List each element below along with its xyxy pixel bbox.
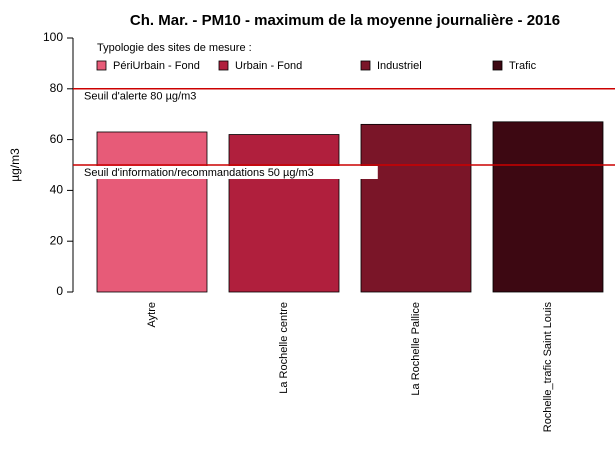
legend-label: Urbain - Fond bbox=[235, 60, 302, 72]
x-tick-label: La Rochelle Pallice bbox=[410, 302, 422, 396]
y-axis-label: µg/m3 bbox=[8, 148, 22, 182]
y-tick-label: 40 bbox=[50, 183, 64, 197]
y-tick-label: 80 bbox=[50, 81, 64, 95]
bar bbox=[492, 121, 604, 293]
legend-label: Industriel bbox=[377, 60, 422, 72]
legend-swatch bbox=[218, 60, 229, 71]
bar bbox=[96, 131, 208, 293]
legend-swatch bbox=[360, 60, 371, 71]
chart-title: Ch. Mar. - PM10 - maximum de la moyenne … bbox=[130, 12, 560, 29]
y-tick-label: 60 bbox=[50, 132, 64, 146]
reference-label-bg bbox=[82, 166, 378, 179]
legend-swatch bbox=[96, 60, 107, 71]
y-tick-label: 20 bbox=[50, 233, 64, 247]
bar bbox=[360, 123, 472, 293]
y-tick-label: 100 bbox=[43, 30, 63, 44]
reference-label: Seuil d'alerte 80 µg/m3 bbox=[84, 91, 196, 103]
legend-title: Typologie des sites de mesure : bbox=[97, 42, 252, 54]
x-tick-label: Aytre bbox=[146, 302, 158, 327]
legend-swatch bbox=[492, 60, 503, 71]
x-tick-label: La Rochelle centre bbox=[278, 302, 290, 394]
x-tick-label: Rochelle_trafic Saint Louis bbox=[542, 302, 554, 433]
reference-label: Seuil d'information/recommandations 50 µ… bbox=[84, 167, 314, 179]
bar bbox=[228, 134, 340, 293]
y-tick-label: 0 bbox=[56, 284, 63, 298]
legend-label: Trafic bbox=[509, 60, 537, 72]
legend-label: PériUrbain - Fond bbox=[113, 60, 200, 72]
